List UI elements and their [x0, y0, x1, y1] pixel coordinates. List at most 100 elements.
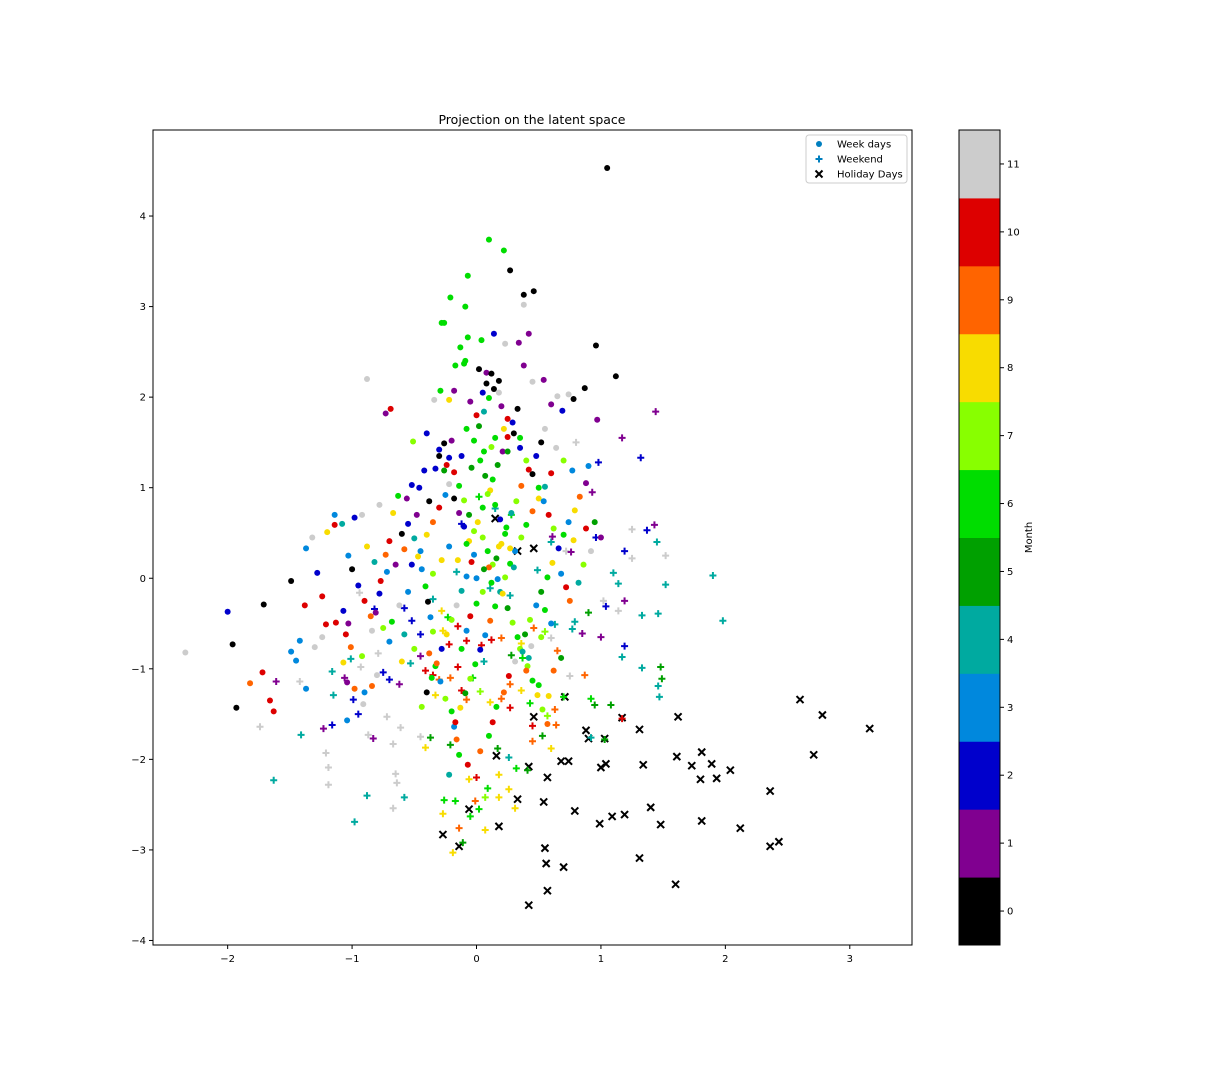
plus-point — [653, 538, 661, 546]
plus-point — [328, 721, 336, 729]
dot-point — [495, 389, 502, 396]
dot-point — [502, 574, 509, 581]
x-point — [865, 724, 874, 733]
x-tick-label: 2 — [722, 954, 728, 965]
dot-point — [484, 548, 491, 555]
plus-point — [463, 696, 471, 704]
x-point — [454, 842, 464, 851]
x-point — [595, 819, 604, 828]
dot-point — [520, 362, 527, 369]
plus-point — [662, 552, 670, 560]
dot-point — [545, 511, 552, 518]
dot-point — [401, 546, 408, 553]
dot-point — [524, 663, 531, 670]
dot-point — [448, 616, 455, 623]
x-tick-label: 1 — [598, 954, 604, 965]
plus-point — [459, 839, 467, 847]
y-tick-label: 1 — [140, 483, 146, 494]
dot-point — [519, 648, 526, 655]
colorbar-label: Month — [1024, 522, 1035, 553]
dot-point — [361, 689, 368, 696]
plus-point — [553, 647, 561, 655]
plus-point — [628, 554, 636, 562]
dot-point — [502, 530, 509, 537]
plus-point — [578, 629, 586, 637]
dot-point — [462, 357, 469, 364]
plus-point — [657, 663, 665, 671]
plus-point — [524, 766, 532, 774]
x-point — [697, 816, 706, 826]
dot-point — [392, 561, 399, 568]
plus-point — [506, 704, 514, 712]
x-point — [494, 822, 504, 831]
dot-point — [454, 557, 461, 564]
dot-point — [461, 497, 468, 504]
dot-point — [303, 545, 310, 552]
dot-point — [436, 446, 443, 453]
dot-point — [446, 481, 453, 488]
dot-point — [480, 408, 487, 415]
plus-point — [650, 521, 658, 529]
dot-point — [493, 555, 500, 562]
plus-point — [709, 572, 717, 580]
plus-point — [497, 695, 505, 703]
dot-point — [309, 534, 316, 541]
colorbar-segment — [959, 333, 1000, 403]
dot-point — [503, 524, 510, 531]
dot-point — [437, 387, 444, 394]
x-point — [736, 823, 745, 833]
dot-point — [452, 719, 459, 726]
dot-point — [581, 385, 588, 392]
legend-label: Weekend — [837, 155, 883, 166]
dot-point — [364, 376, 371, 383]
dot-point — [504, 605, 511, 612]
dot-point — [345, 620, 352, 627]
x-point — [540, 843, 550, 853]
plus-point — [517, 687, 525, 695]
dot-point — [360, 701, 367, 708]
dot-point — [415, 553, 422, 560]
dot-point — [324, 529, 331, 536]
dot-point — [585, 462, 592, 469]
colorbar-tick-label: 7 — [1007, 431, 1013, 442]
dot-point — [438, 557, 445, 564]
dot-point — [345, 552, 352, 559]
dot-point — [483, 380, 490, 387]
dot-point — [485, 236, 492, 243]
x-point — [707, 759, 716, 769]
dot-point — [293, 657, 300, 664]
x-point — [596, 763, 606, 772]
dot-point — [538, 634, 545, 641]
colorbar-segment — [959, 537, 1000, 606]
dot-point — [475, 423, 482, 430]
dot-point — [441, 440, 448, 447]
dot-point — [451, 387, 458, 394]
plus-point — [319, 725, 327, 733]
dot-point — [479, 534, 486, 541]
dot-point — [456, 482, 463, 489]
dot-point — [413, 511, 420, 518]
plot-frame — [152, 129, 913, 946]
plus-point — [349, 696, 357, 704]
dot-point — [500, 689, 507, 696]
dot-point — [433, 660, 440, 667]
x-point — [529, 544, 538, 553]
plus-point — [484, 784, 492, 792]
plus-point — [389, 740, 397, 748]
dot-point — [377, 577, 384, 584]
plus-point — [609, 569, 617, 577]
x-point — [697, 747, 706, 757]
dot-point — [448, 708, 455, 715]
plus-point — [638, 611, 646, 619]
plus-point — [547, 744, 555, 752]
plus-point — [614, 580, 622, 588]
plus-point — [505, 754, 513, 762]
dot-point — [548, 470, 555, 477]
x-point — [524, 762, 533, 771]
plus-point — [408, 617, 416, 625]
dot-point — [438, 645, 445, 652]
dot-point — [494, 462, 501, 469]
dot-point — [548, 620, 555, 627]
dot-point — [403, 495, 410, 502]
dot-point — [387, 405, 394, 412]
